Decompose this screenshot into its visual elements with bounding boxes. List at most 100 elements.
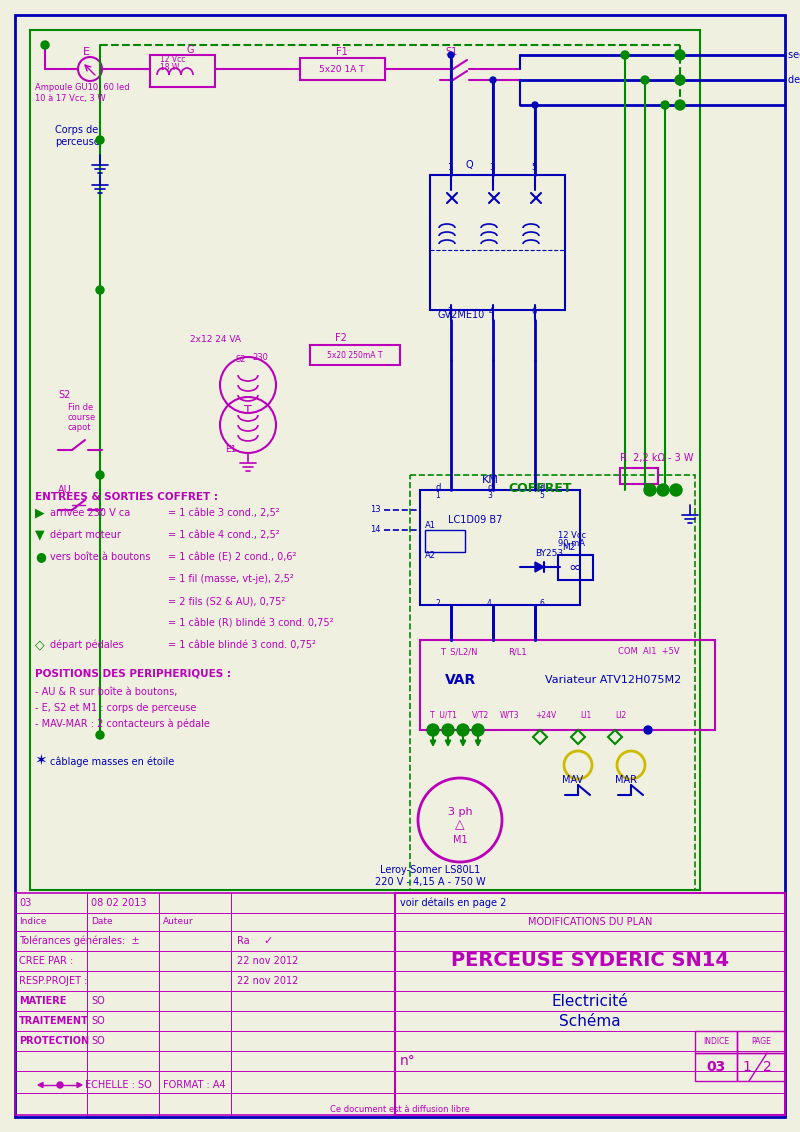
- Text: Leroy-Somer LS80L1: Leroy-Somer LS80L1: [380, 865, 480, 875]
- Text: 1: 1: [447, 163, 452, 172]
- Text: F1: F1: [336, 48, 348, 57]
- Text: 10 à 17 Vcc, 3 W: 10 à 17 Vcc, 3 W: [35, 94, 106, 103]
- Circle shape: [96, 286, 104, 294]
- Text: Schéma: Schéma: [559, 1013, 621, 1029]
- Text: E: E: [83, 48, 90, 57]
- Text: GV2ME10: GV2ME10: [438, 310, 486, 320]
- Text: R/L1: R/L1: [508, 648, 526, 657]
- Text: E1: E1: [225, 446, 236, 455]
- Bar: [300, 58, 385, 80]
- Circle shape: [427, 724, 439, 736]
- Circle shape: [457, 724, 469, 736]
- Text: ▶: ▶: [35, 506, 45, 520]
- Text: T  U/T1: T U/T1: [430, 711, 457, 720]
- Text: d: d: [435, 483, 440, 492]
- Circle shape: [676, 51, 684, 59]
- Text: PERCEUSE SYDERIC SN14: PERCEUSE SYDERIC SN14: [451, 952, 729, 970]
- Bar: [410, 475, 695, 890]
- Text: depuis disj. diff. A: depuis disj. diff. A: [788, 75, 800, 85]
- Text: 1: 1: [435, 490, 440, 499]
- Bar: [15, 893, 785, 1115]
- Text: d: d: [487, 483, 492, 492]
- Text: = 1 câble 4 cond., 2,5²: = 1 câble 4 cond., 2,5²: [168, 530, 280, 540]
- Text: 6: 6: [539, 599, 544, 608]
- Circle shape: [448, 52, 454, 58]
- Circle shape: [675, 75, 685, 85]
- Text: SO: SO: [91, 996, 105, 1006]
- Text: LI1: LI1: [580, 711, 591, 720]
- Circle shape: [96, 136, 104, 144]
- Text: Fin de: Fin de: [68, 403, 94, 412]
- Bar: [430, 175, 565, 310]
- Bar: [620, 468, 658, 484]
- Text: 2: 2: [447, 308, 452, 317]
- Bar: [558, 555, 593, 580]
- Text: 13: 13: [370, 506, 381, 515]
- Text: départ pédales: départ pédales: [50, 640, 124, 650]
- Text: 08 02 2013: 08 02 2013: [91, 898, 146, 908]
- Text: 2: 2: [435, 599, 440, 608]
- Text: T  S/L2/N: T S/L2/N: [440, 648, 478, 657]
- Text: vers boîte à boutons: vers boîte à boutons: [50, 552, 150, 561]
- Text: départ moteur: départ moteur: [50, 530, 121, 540]
- Text: arrivée 230 V ca: arrivée 230 V ca: [50, 508, 130, 518]
- Text: AU: AU: [58, 484, 72, 495]
- Circle shape: [96, 731, 104, 739]
- Circle shape: [532, 102, 538, 108]
- Text: △: △: [455, 818, 465, 832]
- Circle shape: [676, 101, 684, 109]
- Text: secteur 230V: secteur 230V: [788, 50, 800, 60]
- Circle shape: [675, 100, 685, 110]
- Text: 5: 5: [531, 163, 536, 172]
- Bar: [30, 31, 700, 890]
- Text: 14: 14: [370, 525, 381, 534]
- Text: 22 nov 2012: 22 nov 2012: [237, 976, 298, 986]
- Text: Corps de: Corps de: [55, 125, 98, 135]
- Text: S2: S2: [58, 391, 70, 400]
- Text: Indice: Indice: [19, 918, 46, 926]
- Text: ◇: ◇: [35, 638, 45, 652]
- Bar: [150, 55, 215, 87]
- Text: MAR: MAR: [615, 775, 637, 784]
- Bar: [695, 1031, 737, 1053]
- Text: BY253: BY253: [535, 549, 563, 557]
- Text: ENTREES & SORTIES COFFRET :: ENTREES & SORTIES COFFRET :: [35, 492, 218, 501]
- Text: 6: 6: [531, 308, 536, 317]
- Circle shape: [670, 484, 682, 496]
- Text: n°: n°: [400, 1054, 416, 1067]
- Text: 12 Vcc: 12 Vcc: [558, 531, 586, 540]
- Text: = 1 fil (masse, vt-je), 2,5²: = 1 fil (masse, vt-je), 2,5²: [168, 574, 294, 584]
- Polygon shape: [535, 561, 544, 572]
- Text: 12 Vcc: 12 Vcc: [160, 55, 186, 65]
- Text: Tolérances générales:  ±: Tolérances générales: ±: [19, 936, 139, 946]
- Text: TRAITEMENT: TRAITEMENT: [19, 1017, 89, 1026]
- Polygon shape: [38, 1082, 43, 1088]
- Text: T: T: [244, 403, 252, 417]
- Bar: [420, 490, 580, 604]
- Text: MODIFICATIONS DU PLAN: MODIFICATIONS DU PLAN: [528, 917, 652, 927]
- Text: 22 nov 2012: 22 nov 2012: [237, 957, 298, 966]
- Text: voir détails en page 2: voir détails en page 2: [400, 898, 506, 908]
- Text: 90 mA: 90 mA: [558, 539, 585, 548]
- Polygon shape: [77, 1082, 82, 1088]
- Circle shape: [621, 51, 629, 59]
- Text: 3: 3: [489, 163, 494, 172]
- Text: - E, S2 et M1 : corps de perceuse: - E, S2 et M1 : corps de perceuse: [35, 703, 196, 713]
- Text: = 1 câble (R) blindé 3 cond. 0,75²: = 1 câble (R) blindé 3 cond. 0,75²: [168, 618, 334, 628]
- Text: d: d: [539, 483, 544, 492]
- Text: F2: F2: [335, 333, 347, 343]
- Circle shape: [675, 50, 685, 60]
- Text: 2: 2: [762, 1060, 771, 1074]
- Text: M2: M2: [562, 543, 575, 552]
- Text: FORMAT : A4: FORMAT : A4: [163, 1080, 226, 1090]
- Circle shape: [644, 726, 652, 734]
- Text: Electricité: Electricité: [552, 994, 628, 1009]
- Circle shape: [57, 1082, 63, 1088]
- Text: PAGE: PAGE: [751, 1038, 771, 1046]
- Text: Q: Q: [465, 160, 473, 170]
- Text: perceuse: perceuse: [55, 137, 100, 147]
- Text: 1: 1: [742, 1060, 751, 1074]
- Text: M1: M1: [453, 835, 467, 844]
- Text: SO: SO: [91, 1017, 105, 1026]
- Text: SO: SO: [91, 1036, 105, 1046]
